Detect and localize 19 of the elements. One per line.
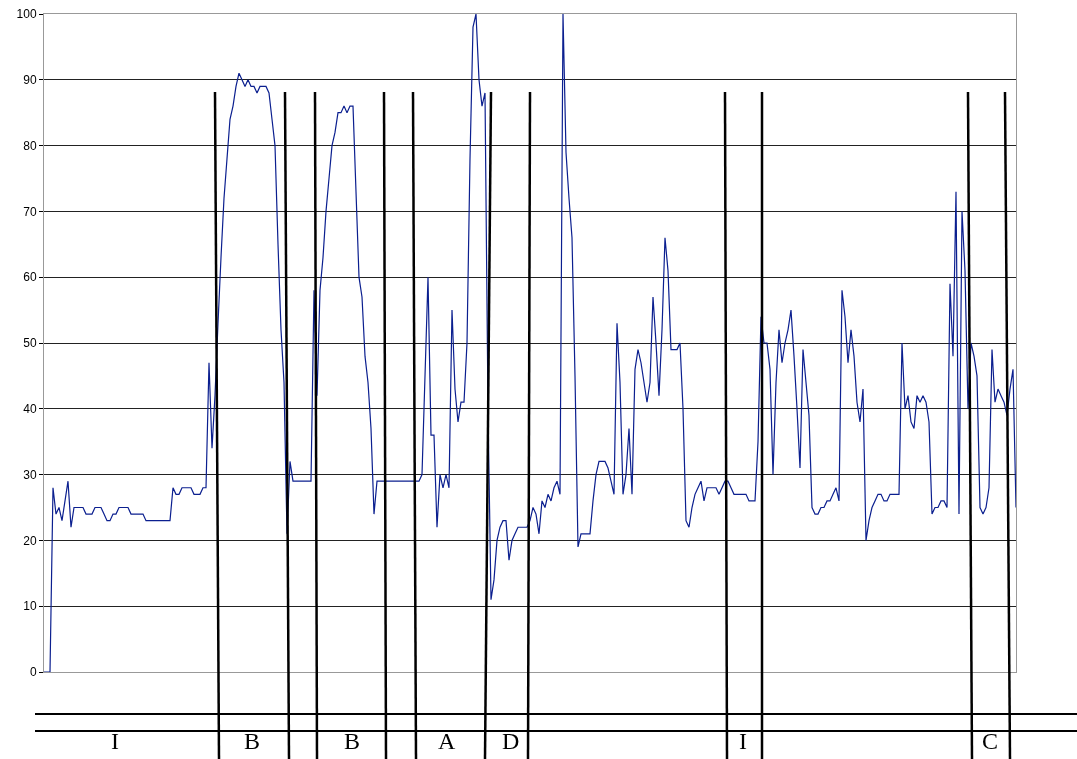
y-tick-label: 70: [23, 204, 37, 219]
text: B: [344, 728, 361, 754]
text: C: [982, 728, 999, 754]
y-tick-label: 0: [29, 665, 37, 680]
text: I: [739, 728, 747, 754]
y-tick-label: 80: [23, 138, 37, 153]
y-tick-label: 50: [23, 336, 37, 351]
y-tick-label: 60: [23, 270, 37, 285]
y-tick-label: 30: [23, 467, 37, 482]
y-tick-label: 10: [23, 599, 37, 614]
y-tick-label: 100: [16, 7, 37, 22]
y-tick-label: 40: [23, 402, 37, 416]
text: I: [111, 728, 119, 754]
y-tick-label: 20: [23, 533, 37, 548]
y-tick-label: 90: [23, 73, 37, 87]
text: B: [244, 728, 261, 754]
text: D: [502, 728, 520, 754]
text: A: [438, 728, 456, 754]
line-series: [44, 14, 1016, 672]
